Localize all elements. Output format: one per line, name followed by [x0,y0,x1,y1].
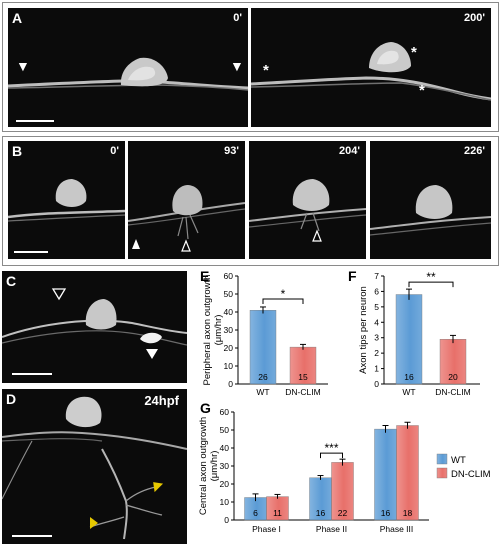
panel-c-label: C [6,273,17,289]
chart-e: 0 10 20 30 40 50 60 Peripheral axon outgrowth (μ… [202,271,328,397]
panel-b-time-3: 226' [464,145,485,157]
legend-swatch [436,467,448,479]
x-tick-label: DN-CLIM [285,387,320,397]
x-tick-label: Phase III [380,524,414,534]
arrowhead-icon: ▼ [230,58,244,74]
significance-label: * [281,287,286,301]
panel-a-label: A [12,10,23,26]
significance-label: *** [324,441,338,455]
significance-bracket [320,452,343,459]
y-axis-unit: (μm/hr) [209,451,220,482]
legend-label: WT [451,455,466,466]
panel-a-time-0: 0' [233,12,242,24]
y-tick-label: 10 [224,361,234,371]
panel-g-label: G [200,400,211,416]
y-axis-label: Axon tips per neuron [358,286,369,374]
panel-b-time-0: 0' [110,145,119,157]
y-tick-label: 0 [224,515,229,525]
y-tick-label: 60 [224,271,234,281]
asterisk-icon: * [411,44,417,61]
bar [289,346,317,385]
bar-n-label: 20 [448,372,458,382]
y-tick-label: 3 [374,333,379,343]
scale-bar [16,120,54,122]
bar [395,294,423,385]
panel-b-time-1: 93' [224,145,239,157]
panel-a-frame-1: 200' * * * [251,8,491,127]
legend-swatch [436,453,448,465]
panel-a-image-0 [8,57,248,91]
y-tick-label: 40 [220,443,230,453]
bar-n-label: 15 [298,372,308,382]
bar-n-label: 11 [273,508,282,518]
panel-a-image-1 [251,42,491,101]
y-tick-label: 20 [220,479,230,489]
x-tick-label: WT [256,387,269,397]
scale-bar [12,373,52,375]
panel-d-stage: 24hpf [144,393,179,408]
bar [249,310,277,385]
y-tick-label: 40 [224,307,234,317]
bar [396,425,419,521]
chart-f: 0 1 2 3 4 5 6 7 Axon tips per neuron 16 WT 20 DN-CLI… [358,270,480,397]
bar [439,339,467,385]
arrowhead-icon: ▼ [16,58,30,74]
panel-b-frame-2: 204' [249,141,366,259]
y-tick-label: 0 [228,379,233,389]
y-tick-label: 50 [224,289,234,299]
y-tick-label: 30 [224,325,234,335]
chart-g: 0 10 20 30 40 50 60 Central axon outgrowth (μm/h… [198,407,491,534]
panel-a-frame [2,2,499,132]
asterisk-icon: * [263,62,269,79]
significance-bracket [262,298,304,304]
y-tick-label: 0 [374,379,379,389]
panel-d-label: D [6,391,17,407]
y-tick-label: 4 [374,317,379,327]
y-tick-label: 5 [374,302,379,312]
asterisk-icon: * [419,82,425,99]
x-tick-label: Phase II [316,524,347,534]
x-tick-label: WT [402,387,415,397]
panel-b-frame-3: 226' [370,141,491,259]
y-tick-label: 6 [374,286,379,296]
panel-f-label: F [348,268,357,284]
y-tick-label: 7 [374,271,379,281]
y-tick-label: 60 [220,407,230,417]
y-axis-label: Peripheral axon outgrowth [202,275,213,386]
panel-d-image: D 24hpf [2,389,187,544]
bar-n-label: 22 [338,508,348,518]
panel-b-time-2: 204' [339,145,360,157]
significance-label: ** [426,270,436,284]
x-tick-label: DN-CLIM [435,387,470,397]
y-axis-unit: (μm/hr) [213,315,224,346]
bar-n-label: 16 [381,508,391,518]
scale-bar [12,535,52,537]
significance-bracket [408,281,454,288]
panel-b-frame [2,136,499,266]
y-tick-label: 1 [374,364,379,374]
panel-b-frame-1: 93' [128,141,245,259]
panel-c-image: C [2,271,187,383]
y-tick-label: 2 [374,348,379,358]
bar-n-label: 16 [404,372,414,382]
panel-b-label: B [12,143,23,159]
panel-e-label: E [200,268,210,284]
bar-n-label: 16 [316,508,326,518]
legend-label: DN-CLIM [451,469,491,480]
bar-n-label: 18 [403,508,413,518]
bar [374,428,397,521]
bar-n-label: 26 [258,372,268,382]
panel-a-time-1: 200' [464,12,485,24]
x-tick-label: Phase I [252,524,281,534]
y-tick-label: 20 [224,343,234,353]
scale-bar [14,251,48,253]
y-tick-label: 30 [220,461,230,471]
panel-b-frame-0: B 0' [8,141,125,259]
bar-n-label: 6 [253,508,258,518]
y-tick-label: 50 [220,425,230,435]
y-axis-label: Central axon outgrowth [198,417,209,515]
y-tick-label: 10 [220,497,230,507]
panel-a-frame-0: A 0' ▼ ▼ [8,8,248,127]
